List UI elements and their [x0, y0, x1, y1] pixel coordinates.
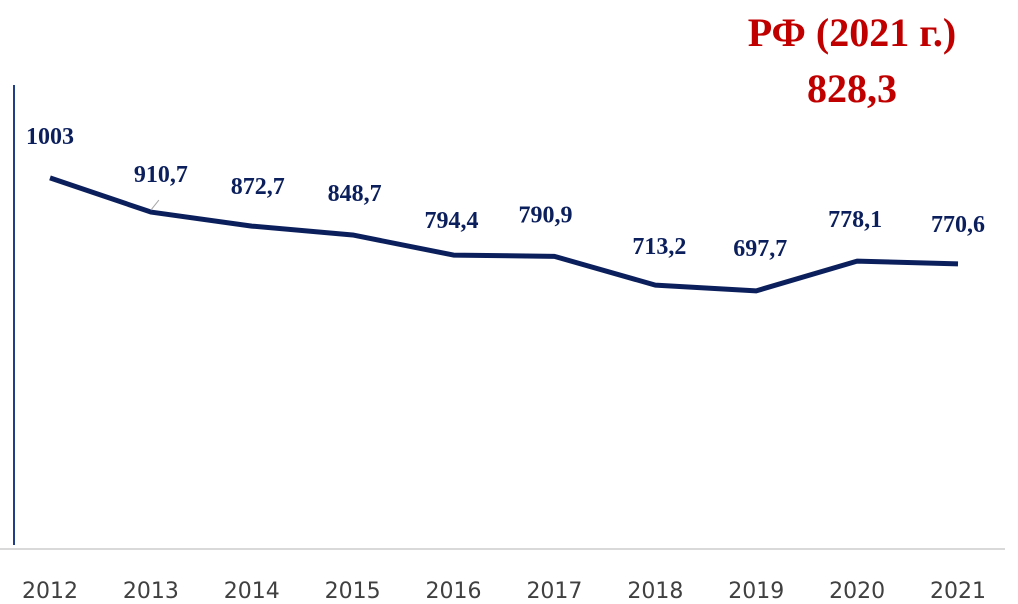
x-tick-label: 2013 — [123, 579, 179, 604]
value-label: 697,7 — [733, 236, 787, 262]
annotation: РФ (2021 г.) — [748, 10, 956, 55]
x-tick-label: 2015 — [325, 579, 381, 604]
x-tick-label: 2019 — [728, 579, 784, 604]
x-tick-label: 2012 — [22, 579, 78, 604]
x-tick-label: 2020 — [829, 579, 885, 604]
x-tick-label: 2017 — [526, 579, 582, 604]
annotation: 828,3 — [807, 66, 897, 111]
x-tick-label: 2021 — [930, 579, 986, 604]
x-tick-label: 2016 — [426, 579, 482, 604]
value-label: 848,7 — [328, 181, 382, 207]
value-label: 713,2 — [632, 234, 686, 260]
value-label: 778,1 — [828, 207, 882, 233]
leader-line — [150, 199, 160, 211]
value-label: 872,7 — [231, 174, 285, 200]
line — [49, 175, 959, 294]
value-label: 790,9 — [518, 202, 572, 228]
value-label: 1003 — [26, 124, 74, 150]
value-label: 770,6 — [931, 212, 985, 238]
value-label: 910,7 — [134, 162, 188, 188]
value-label: 794,4 — [425, 208, 479, 234]
x-tick-label: 2018 — [627, 579, 683, 604]
x-tick-label: 2014 — [224, 579, 280, 604]
